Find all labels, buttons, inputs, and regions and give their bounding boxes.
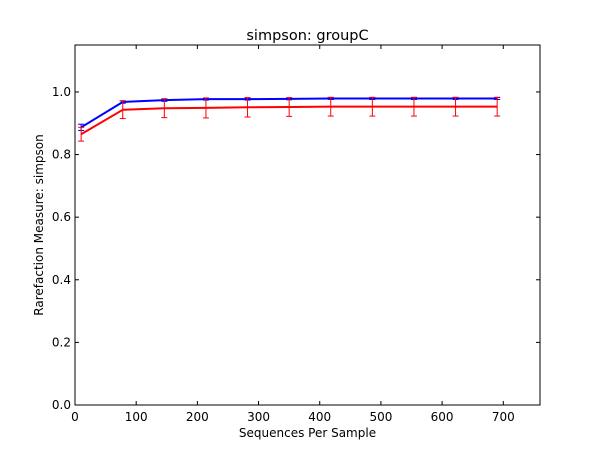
x-tick-label: 200	[186, 410, 209, 424]
error-bar	[286, 97, 293, 117]
y-tick-label: 0.4	[52, 273, 71, 287]
error-bar	[410, 96, 417, 117]
x-tick-label: 400	[308, 410, 331, 424]
y-tick-label: 1.0	[52, 85, 71, 99]
y-tick-label: 0.8	[52, 148, 71, 162]
error-bar	[369, 96, 376, 117]
error-bar	[119, 100, 126, 120]
y-tick-label: 0.0	[52, 398, 71, 412]
x-tick-label: 700	[492, 410, 515, 424]
y-tick-label: 0.2	[52, 335, 71, 349]
y-tick-label: 0.6	[52, 210, 71, 224]
x-tick-label: 300	[247, 410, 270, 424]
error-bar	[202, 97, 209, 119]
error-bar	[452, 96, 459, 117]
x-tick-label: 500	[369, 410, 392, 424]
plot-area	[78, 96, 501, 142]
axes: 0 100 200 300 400 500 600 700 0.0 0.2 0.4 0.6 0.8 1.0	[52, 44, 541, 424]
error-bar	[244, 97, 251, 118]
error-bar	[161, 98, 168, 119]
y-axis-title: Rarefaction Measure: simpson	[32, 134, 46, 315]
chart-title: simpson: groupC	[246, 28, 368, 44]
x-tick-label: 100	[125, 410, 148, 424]
plot-frame	[74, 44, 541, 406]
error-bar	[327, 96, 334, 117]
series-2	[78, 96, 501, 142]
error-bar	[78, 126, 85, 142]
x-axis-title: Sequences Per Sample	[239, 426, 376, 440]
x-tick-label: 600	[431, 410, 454, 424]
error-bar	[494, 96, 501, 117]
x-tick-label: 0	[71, 410, 79, 424]
